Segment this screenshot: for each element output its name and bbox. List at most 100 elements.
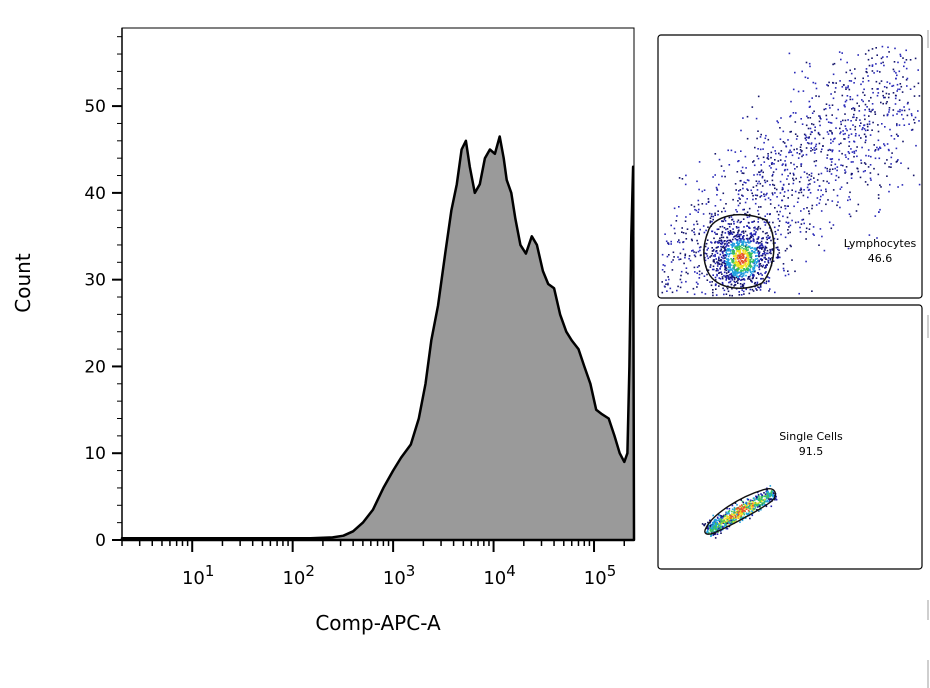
scatter-point <box>772 146 774 149</box>
scatter-point <box>853 109 856 112</box>
scatter-point <box>829 168 831 171</box>
scatter-point <box>718 272 720 274</box>
scatter-point <box>831 158 834 160</box>
scatter-point <box>772 221 774 224</box>
scatter-point <box>709 519 711 522</box>
scatter-point <box>719 530 722 532</box>
scatter-point <box>747 259 749 262</box>
scatter-point <box>745 260 747 262</box>
scatter-point <box>736 270 739 272</box>
scatter-point <box>672 259 674 261</box>
scatter-point <box>738 197 740 199</box>
scatter-point <box>697 250 700 253</box>
scatter-point <box>737 507 739 509</box>
scatter-point <box>814 82 817 85</box>
scatter-point <box>764 137 767 140</box>
scatter-point <box>805 231 807 233</box>
scatter-point <box>734 508 737 510</box>
scatter-point <box>807 127 810 130</box>
scatter-point <box>777 213 780 216</box>
scatter-point <box>733 243 735 246</box>
scatter-point <box>753 250 756 253</box>
scatter-point <box>731 269 734 271</box>
scatter-point <box>724 248 726 251</box>
scatter-point <box>767 261 770 263</box>
scatter-point <box>854 68 856 70</box>
scatter-point <box>728 515 730 518</box>
scatter-point <box>719 259 721 262</box>
scatter-point <box>763 498 766 501</box>
scatter-point <box>738 229 740 232</box>
scatter-point <box>851 98 854 101</box>
scatter-point <box>905 67 908 70</box>
scatter-point <box>807 189 810 191</box>
scatter-point <box>717 269 719 272</box>
scatter-point <box>745 167 747 169</box>
scatter-point <box>741 285 744 287</box>
scatter-point <box>756 182 759 185</box>
scatter-point <box>716 273 718 276</box>
scatter-point <box>756 240 759 243</box>
scatter-point <box>748 505 751 507</box>
scatter-point <box>906 102 909 105</box>
scatter-point <box>693 293 696 296</box>
scatter-point <box>803 222 805 225</box>
scatter-point <box>754 501 757 504</box>
scatter-point <box>711 213 713 215</box>
scatter-point <box>752 251 755 253</box>
scatter-point <box>757 221 759 223</box>
scatter-point <box>731 513 733 515</box>
scatter-point <box>685 271 688 274</box>
scatter-point <box>782 263 785 265</box>
scatter-point <box>794 190 797 193</box>
scatter-point <box>780 233 782 236</box>
scatter-point <box>789 231 791 234</box>
scatter-point <box>753 502 756 505</box>
scatter-point <box>838 143 840 146</box>
scatter-point <box>734 273 737 275</box>
scatter-point <box>713 248 715 251</box>
scatter-point <box>756 282 759 285</box>
scatter-point <box>691 239 693 242</box>
scatter-point <box>748 502 751 505</box>
scatter-point <box>871 64 874 66</box>
scatter-point <box>903 65 905 68</box>
scatter-point <box>755 496 758 499</box>
scatter-point <box>873 72 875 74</box>
scatter-point <box>739 189 742 191</box>
scatter-point <box>701 190 704 193</box>
scatter-point <box>718 514 720 517</box>
scatter-point <box>757 495 759 498</box>
scatter-point <box>719 237 721 240</box>
scatter-point <box>750 255 753 257</box>
scatter-point <box>789 244 792 247</box>
scatter-point <box>736 233 738 236</box>
scatter-point <box>747 276 750 278</box>
scatter-point <box>863 94 866 96</box>
scatter-point <box>684 253 687 256</box>
scatter-point <box>770 494 773 497</box>
scatter-point <box>746 179 749 181</box>
scatter-point <box>753 266 756 268</box>
scatter-point <box>795 177 797 180</box>
scatter-point <box>818 115 820 117</box>
scatter-point <box>742 249 744 252</box>
scatter-point <box>791 189 793 191</box>
scatter-point <box>719 528 721 530</box>
scatter-point <box>714 153 717 155</box>
scatter-point <box>733 268 735 271</box>
scatter-point <box>868 234 871 236</box>
scatter-point <box>830 138 832 141</box>
scatter-point <box>701 203 704 205</box>
scatter-point <box>734 516 736 519</box>
scatter-point <box>803 208 805 210</box>
scatter-point <box>818 120 821 123</box>
scatter-point <box>767 494 769 497</box>
scatter-point <box>721 230 724 233</box>
scatter-point <box>755 261 758 264</box>
scatter-point <box>714 212 716 215</box>
scatter-point <box>791 219 793 222</box>
scatter-point <box>691 229 693 232</box>
scatter-point <box>746 513 748 515</box>
scatter-point <box>886 143 889 145</box>
